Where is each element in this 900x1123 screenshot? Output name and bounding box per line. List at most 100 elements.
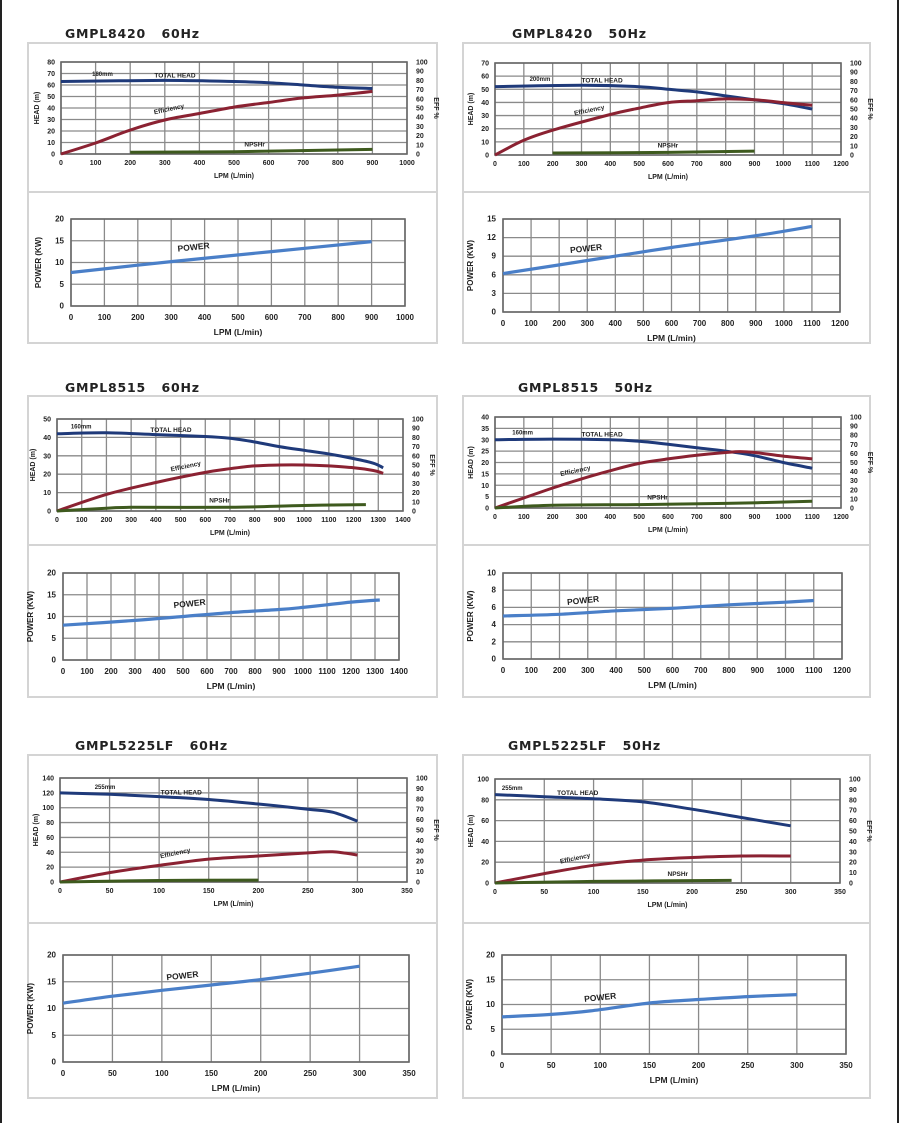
y-tick-label: 30: [47, 117, 55, 124]
head-chart: 0 100 200 300 400 500 600 700 800 900 1000 1100 1200…: [30, 417, 435, 538]
y-axis-label: HEAD (m): [468, 815, 475, 848]
panel-title-gmpl8515-60hz: GMPL8515 60Hz: [65, 380, 200, 395]
x-tick-label: 100: [155, 1069, 169, 1078]
series-line-power: [502, 224, 813, 276]
x-tick-label: 250: [741, 1061, 755, 1070]
x-tick-label: 150: [637, 889, 649, 896]
plot-border: [59, 777, 408, 883]
y2-tick-label: 30: [412, 481, 420, 488]
x-tick-label: 1000: [777, 666, 795, 675]
y-tick-label: 15: [486, 975, 495, 984]
y-axis-label: HEAD (m): [468, 93, 475, 126]
series-line-efficiency: [494, 854, 791, 885]
right-edge-line: [897, 0, 899, 1123]
power-chart-frame: [462, 922, 871, 1099]
series-line-total-head: [56, 431, 384, 470]
y2-tick-label: 0: [849, 881, 853, 888]
x-tick-label: 800: [248, 667, 262, 676]
y-tick-label: 20: [486, 951, 495, 960]
power-chart: 0 100 200 300 400 500 600 700 800 900 1000 1100 1200…: [26, 569, 408, 692]
x-tick-label: 600: [263, 160, 275, 167]
x-tick-label: 200: [692, 1061, 706, 1070]
x-tick-label: 250: [302, 888, 314, 895]
y2-tick-label: 70: [412, 444, 420, 451]
y-tick-label: 12: [487, 233, 496, 242]
x-axis-label: LPM (L/min): [213, 901, 253, 908]
y2-tick-label: 70: [849, 808, 857, 815]
x-tick-label: 1100: [805, 161, 820, 168]
y-tick-label: 10: [487, 569, 496, 578]
series-label-npshr: NPSHr: [647, 494, 668, 501]
y-tick-label: 4: [492, 620, 497, 629]
y-tick-label: 20: [481, 126, 489, 133]
series-line-npshr: [56, 503, 366, 513]
x-tick-label: 0: [69, 313, 74, 322]
impeller-diameter-label: 160mm: [71, 424, 92, 430]
x-tick-label: 0: [493, 889, 497, 896]
x-tick-label: 200: [252, 888, 264, 895]
x-tick-label: 400: [609, 666, 623, 675]
x-tick-label: 100: [153, 888, 165, 895]
x-tick-label: 900: [274, 517, 286, 524]
x-tick-label: 50: [547, 1061, 556, 1070]
x-tick-label: 50: [108, 1069, 117, 1078]
head-chart-frame: [462, 42, 871, 193]
y2-tick-label: 40: [850, 469, 858, 476]
x-tick-label: 100: [80, 667, 94, 676]
x-tick-label: 600: [265, 313, 279, 322]
y-tick-label: 25: [481, 449, 489, 456]
x-tick-label: 200: [547, 161, 559, 168]
y-tick-label: 6: [492, 603, 497, 612]
x-tick-label: 500: [637, 319, 651, 328]
y-tick-label: 70: [481, 61, 489, 68]
series-label-efficiency: Efficiency: [153, 103, 185, 116]
x-tick-label: 200: [254, 1069, 268, 1078]
x-tick-label: 0: [61, 667, 66, 676]
series-label-power: POWER: [570, 242, 603, 255]
x-tick-label: 1000: [296, 517, 312, 524]
y2-tick-label: 90: [412, 426, 420, 433]
x-tick-label: 150: [205, 1069, 219, 1078]
x-tick-label: 1000: [776, 161, 792, 168]
y-tick-label: 3: [492, 289, 497, 298]
series-line-efficiency: [494, 97, 813, 157]
y-tick-label: 80: [46, 820, 54, 827]
y-tick-label: 0: [485, 153, 489, 160]
y-axis-label: POWER (KW): [466, 590, 475, 641]
x-tick-label: 1200: [346, 517, 362, 524]
y-tick-label: 0: [491, 1050, 496, 1059]
y2-tick-label: 90: [416, 786, 424, 793]
y2-tick-label: 80: [849, 797, 857, 804]
y-tick-label: 20: [47, 569, 56, 578]
x-tick-label: 500: [633, 161, 645, 168]
x-tick-label: 900: [751, 666, 765, 675]
plot-border: [60, 61, 408, 155]
x-tick-label: 400: [198, 313, 212, 322]
plot-border: [494, 778, 841, 884]
series-line-power: [70, 240, 372, 275]
x-axis-label: LPM (L/min): [214, 173, 254, 180]
x-tick-label: 1400: [395, 517, 411, 524]
series-label-npshr: NPSHr: [209, 497, 230, 504]
x-tick-label: 1000: [399, 160, 415, 167]
y-tick-label: 40: [47, 106, 55, 113]
power-chart: 0 50 100 150 200 250 300 350 0 5 10 15 20 POWER (KW) L…: [465, 951, 853, 1086]
x-tick-label: 600: [200, 667, 214, 676]
x-tick-label: 1000: [396, 313, 414, 322]
y2-tick-label: 100: [416, 60, 428, 67]
y2-tick-label: 70: [850, 442, 858, 449]
y-tick-label: 0: [51, 152, 55, 159]
y2-tick-label: 70: [416, 807, 424, 814]
y-tick-label: 5: [485, 494, 489, 501]
plot-border: [501, 954, 847, 1055]
y-tick-label: 2: [492, 637, 497, 646]
y-tick-label: 20: [55, 215, 64, 224]
power-chart-frame: [27, 191, 438, 344]
y2-tick-label: 30: [850, 125, 858, 132]
x-tick-label: 700: [694, 666, 708, 675]
y-tick-label: 8: [492, 586, 497, 595]
series-line-power: [501, 993, 797, 1019]
power-chart-frame: [462, 544, 871, 698]
y-tick-label: 50: [47, 94, 55, 101]
y-tick-label: 0: [52, 1058, 57, 1067]
